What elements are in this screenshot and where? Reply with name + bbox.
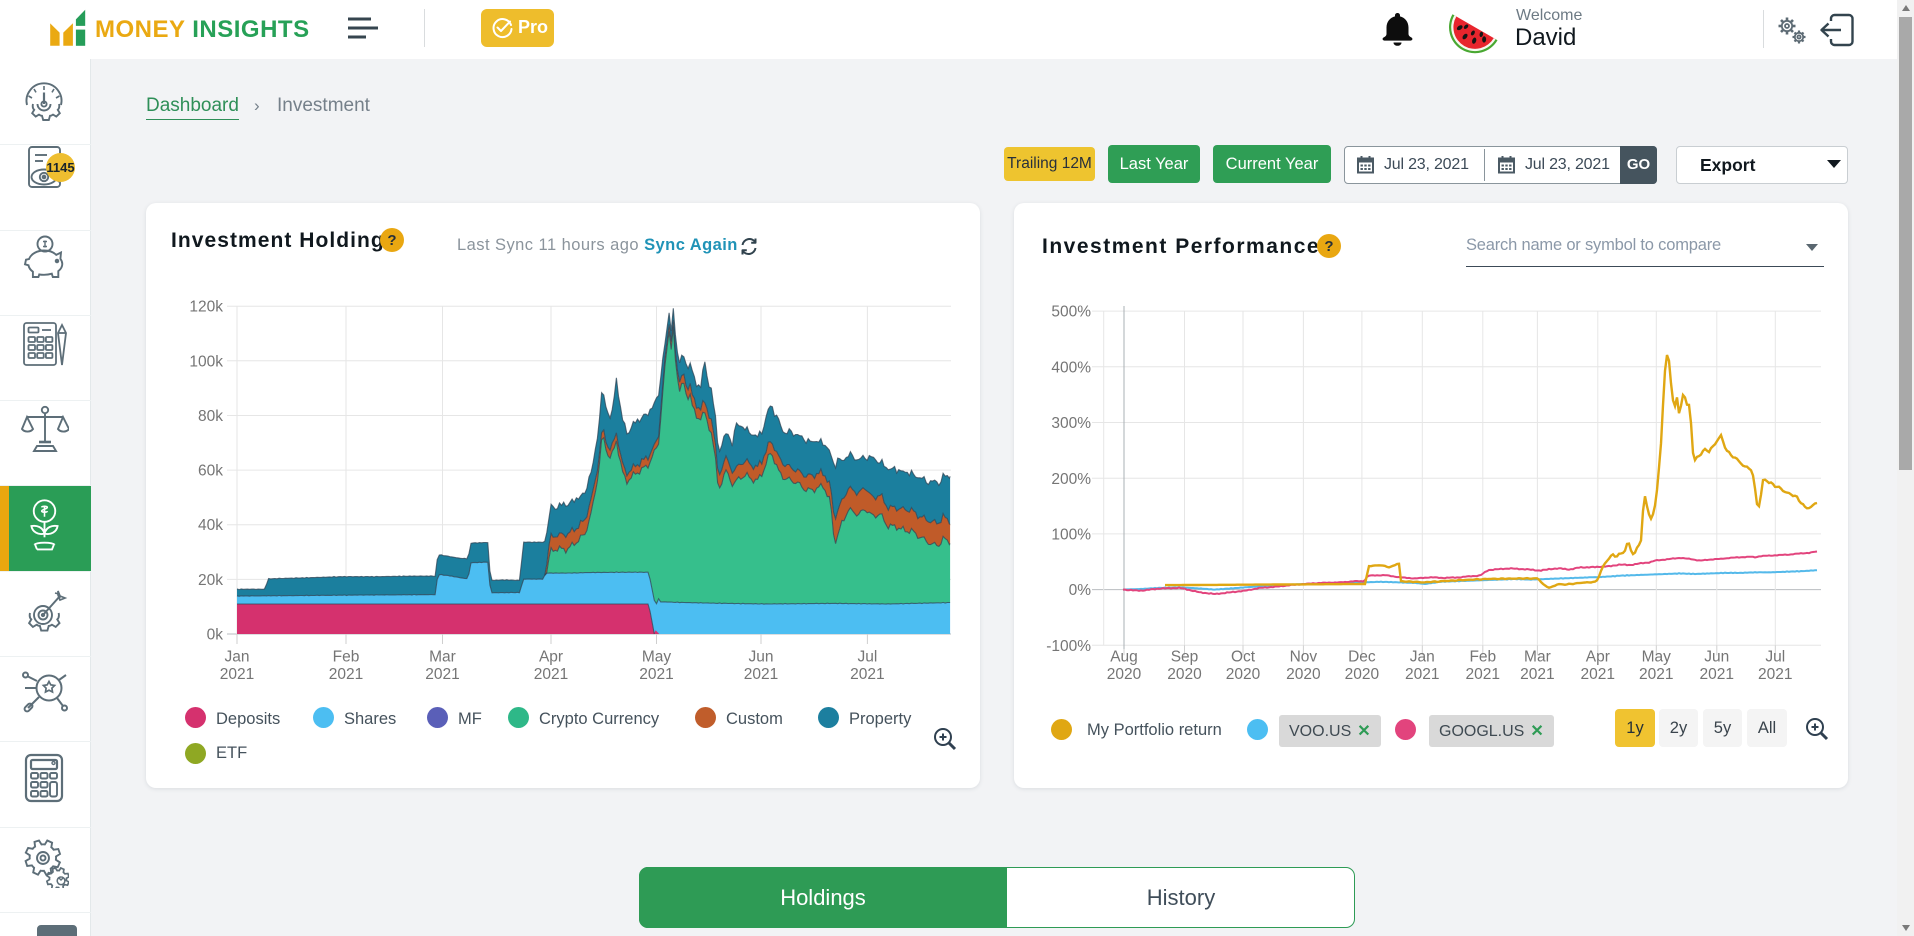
svg-text:2021: 2021 [1758,666,1792,683]
svg-text:Nov: Nov [1290,649,1318,666]
svg-text:300%: 300% [1051,415,1091,432]
svg-text:2021: 2021 [639,666,673,683]
svg-text:Sep: Sep [1171,649,1199,666]
svg-text:2021: 2021 [1466,666,1500,683]
svg-text:Mar: Mar [429,649,456,666]
svg-text:500%: 500% [1051,304,1091,321]
svg-text:400%: 400% [1051,359,1091,376]
svg-text:2021: 2021 [1639,666,1673,683]
svg-text:2021: 2021 [425,666,459,683]
svg-text:Feb: Feb [1469,649,1496,666]
svg-text:2021: 2021 [220,666,254,683]
svg-text:2021: 2021 [850,666,884,683]
svg-text:100k: 100k [189,353,223,370]
svg-text:120k: 120k [189,299,223,316]
svg-text:0%: 0% [1069,582,1092,599]
svg-text:Jan: Jan [1410,649,1435,666]
svg-text:2020: 2020 [1286,666,1321,683]
svg-text:2021: 2021 [1405,666,1439,683]
svg-text:Jun: Jun [1704,649,1729,666]
svg-text:Oct: Oct [1231,649,1256,666]
svg-text:20k: 20k [198,572,223,589]
svg-text:Jan: Jan [225,649,250,666]
svg-text:2020: 2020 [1107,666,1142,683]
svg-text:Jun: Jun [749,649,774,666]
svg-text:2021: 2021 [1520,666,1554,683]
svg-text:May: May [642,649,672,666]
svg-text:Jul: Jul [857,649,877,666]
svg-text:40k: 40k [198,517,223,534]
svg-text:2021: 2021 [1581,666,1615,683]
svg-text:Apr: Apr [1586,649,1610,666]
svg-text:-100%: -100% [1046,638,1091,655]
svg-text:2020: 2020 [1226,666,1261,683]
svg-text:Apr: Apr [539,649,563,666]
svg-text:100%: 100% [1051,527,1091,544]
svg-text:2020: 2020 [1167,666,1202,683]
svg-text:2020: 2020 [1345,666,1380,683]
svg-text:60k: 60k [198,463,223,480]
svg-text:2021: 2021 [744,666,778,683]
svg-text:0k: 0k [207,627,224,644]
svg-text:Jul: Jul [1765,649,1785,666]
svg-text:2021: 2021 [534,666,568,683]
svg-text:May: May [1642,649,1672,666]
svg-text:2021: 2021 [1700,666,1734,683]
svg-text:2021: 2021 [329,666,363,683]
svg-text:Mar: Mar [1524,649,1551,666]
svg-text:Aug: Aug [1110,649,1138,666]
svg-text:Feb: Feb [333,649,360,666]
svg-text:80k: 80k [198,408,223,425]
svg-text:200%: 200% [1051,471,1091,488]
svg-text:Dec: Dec [1348,649,1376,666]
